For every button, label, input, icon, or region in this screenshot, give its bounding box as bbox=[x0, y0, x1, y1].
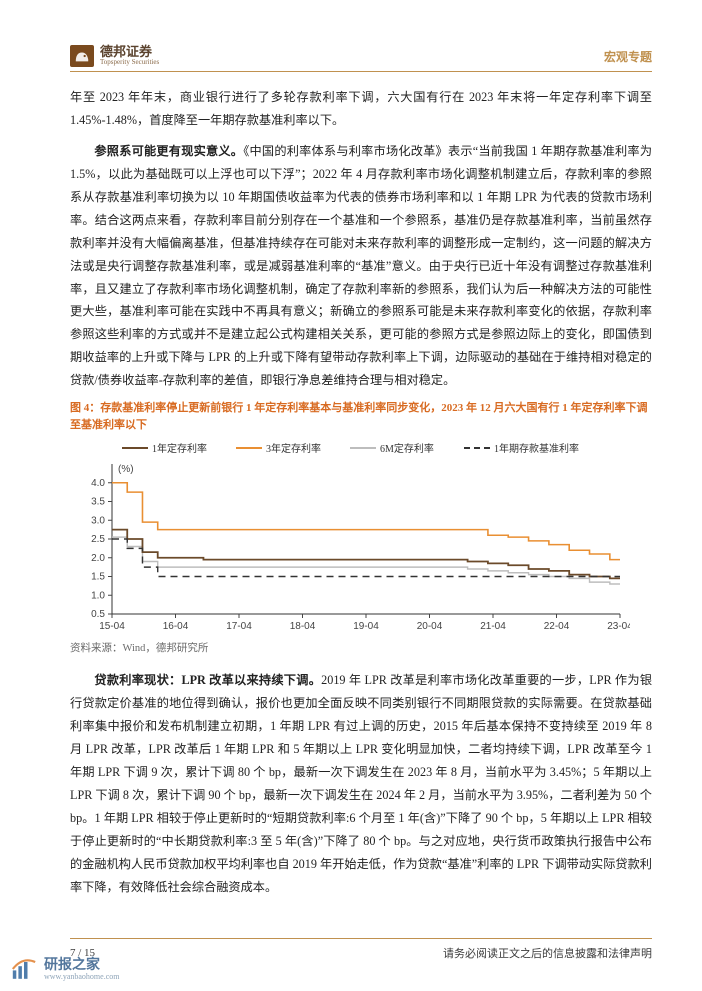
watermark-name: 研报之家 bbox=[44, 957, 119, 972]
paragraph-2-lead: 参照系可能更有现实意义。 bbox=[94, 144, 243, 158]
svg-text:2.0: 2.0 bbox=[91, 553, 105, 564]
svg-text:22-04: 22-04 bbox=[544, 621, 570, 632]
svg-text:1.0: 1.0 bbox=[91, 591, 105, 602]
svg-text:15-04: 15-04 bbox=[99, 621, 125, 632]
svg-text:3.5: 3.5 bbox=[91, 497, 105, 508]
paragraph-2-body: 《中国的利率体系与利率市场化改革》表示“当前我国 1 年期存款基准利率为 1.5… bbox=[70, 144, 652, 387]
page-header: 德邦证券 Topsperity Securities 宏观专题 bbox=[70, 45, 652, 72]
paragraph-1: 年至 2023 年年末，商业银行进行了多轮存款利率下调，六大国有行在 2023 … bbox=[70, 86, 652, 132]
svg-text:3.0: 3.0 bbox=[91, 516, 105, 527]
svg-text:23-04: 23-04 bbox=[607, 621, 630, 632]
paragraph-3: 贷款利率现状：LPR 改革以来持续下调。2019 年 LPR 改革是利率市场化改… bbox=[70, 669, 652, 898]
paragraph-2: 参照系可能更有现实意义。《中国的利率体系与利率市场化改革》表示“当前我国 1 年… bbox=[70, 140, 652, 392]
watermark-icon bbox=[10, 955, 38, 983]
svg-text:18-04: 18-04 bbox=[290, 621, 316, 632]
svg-text:21-04: 21-04 bbox=[480, 621, 506, 632]
svg-text:1.5: 1.5 bbox=[91, 572, 105, 583]
figure-4-chart: 0.5 1.0 1.5 2.0 2.5 3.0 3.5 4.0 (%) 15-04 16-04 17-… bbox=[70, 438, 652, 638]
doc-category-label: 宏观专题 bbox=[604, 48, 652, 65]
svg-text:2.5: 2.5 bbox=[91, 534, 105, 545]
brand-name-en: Topsperity Securities bbox=[100, 58, 159, 66]
watermark-sub: www.yanbaohome.com bbox=[44, 972, 119, 981]
brand-name: 德邦证券 bbox=[100, 45, 159, 58]
svg-text:6M定存利率: 6M定存利率 bbox=[380, 442, 434, 455]
page-footer: 7 / 15 请务必阅读正文之后的信息披露和法律声明 bbox=[70, 938, 652, 961]
watermark: 研报之家 www.yanbaohome.com bbox=[10, 955, 119, 983]
brand-logo: 德邦证券 Topsperity Securities bbox=[70, 45, 159, 67]
svg-text:17-04: 17-04 bbox=[226, 621, 252, 632]
svg-text:1年期存款基准利率: 1年期存款基准利率 bbox=[494, 442, 579, 455]
figure-4-caption: 图 4：存款基准利率停止更新前银行 1 年定存利率基本与基准利率同步变化，202… bbox=[70, 400, 652, 434]
disclaimer: 请务必阅读正文之后的信息披露和法律声明 bbox=[443, 945, 652, 961]
svg-text:4.0: 4.0 bbox=[91, 478, 105, 489]
page: 德邦证券 Topsperity Securities 宏观专题 年至 2023 … bbox=[0, 0, 702, 991]
body-text-2: 贷款利率现状：LPR 改革以来持续下调。2019 年 LPR 改革是利率市场化改… bbox=[70, 669, 652, 898]
svg-text:20-04: 20-04 bbox=[417, 621, 443, 632]
paragraph-3-body: 2019 年 LPR 改革是利率市场化改革重要的一步，LPR 作为银行贷款定价基… bbox=[70, 673, 652, 893]
svg-text:3年定存利率: 3年定存利率 bbox=[266, 442, 321, 455]
svg-text:(%): (%) bbox=[118, 464, 134, 475]
svg-text:1年定存利率: 1年定存利率 bbox=[152, 442, 207, 455]
body-text: 年至 2023 年年末，商业银行进行了多轮存款利率下调，六大国有行在 2023 … bbox=[70, 86, 652, 392]
svg-text:16-04: 16-04 bbox=[163, 621, 189, 632]
paragraph-3-lead: 贷款利率现状：LPR 改革以来持续下调。 bbox=[94, 673, 321, 687]
brand-logo-mark bbox=[70, 45, 94, 67]
figure-4-source: 资料来源：Wind，德邦研究所 bbox=[70, 640, 652, 655]
svg-text:19-04: 19-04 bbox=[353, 621, 379, 632]
svg-text:0.5: 0.5 bbox=[91, 609, 105, 620]
